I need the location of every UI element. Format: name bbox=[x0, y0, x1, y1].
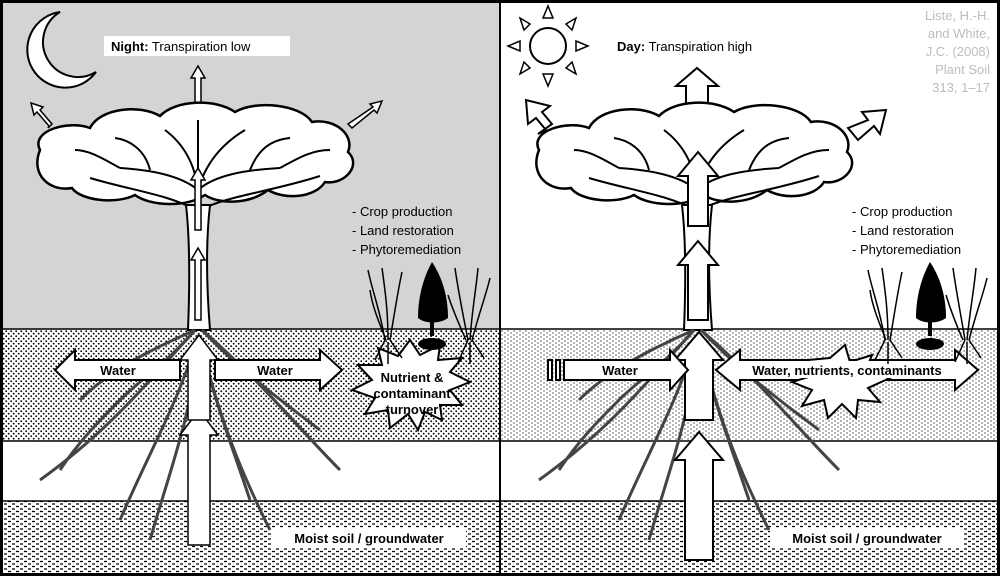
night-tree bbox=[36, 101, 355, 331]
citation-line-4: Plant Soil bbox=[935, 62, 990, 77]
day-topsoil bbox=[501, 329, 998, 441]
night-water-left-arrow bbox=[53, 347, 181, 393]
day-panel: Day: Transpiration high bbox=[501, 2, 998, 574]
night-turnover-burst bbox=[349, 338, 473, 433]
night-use-3: - Phytoremediation bbox=[352, 242, 461, 257]
day-trunk-arrows bbox=[675, 150, 721, 321]
citation-line-2: and White, bbox=[928, 26, 990, 41]
day-up-arrow bbox=[673, 66, 721, 105]
day-water-arrow bbox=[563, 347, 690, 393]
night-right-arrow bbox=[346, 99, 384, 130]
night-burst-line-3: turnover bbox=[386, 402, 439, 417]
day-water-label: Water bbox=[602, 363, 638, 378]
night-groundwater-label: Moist soil / groundwater bbox=[294, 531, 444, 546]
night-burst-line-2: contaminant bbox=[373, 386, 451, 401]
night-central-column bbox=[178, 333, 220, 546]
day-central-column bbox=[672, 330, 726, 561]
day-use-2: - Land restoration bbox=[852, 223, 954, 238]
day-groundwater-box bbox=[770, 528, 964, 548]
night-panel: Night: Transpiration low bbox=[2, 2, 499, 574]
citation-line-1: Liste, H.-H. bbox=[925, 8, 990, 23]
night-title: Night: Transpiration low bbox=[111, 39, 251, 54]
day-grass-left bbox=[867, 267, 903, 364]
moon-icon bbox=[26, 11, 97, 89]
night-left-arrow bbox=[29, 101, 54, 129]
day-water-long-label: Water, nutrients, contaminants bbox=[752, 363, 942, 378]
citation-line-5: 313, 1–17 bbox=[932, 80, 990, 95]
night-trunk-arrows bbox=[189, 166, 207, 321]
night-title-box bbox=[104, 36, 290, 56]
night-grass-left bbox=[367, 267, 403, 364]
night-burst-line-1: Nutrient & bbox=[381, 370, 444, 385]
day-groundwater-label: Moist soil / groundwater bbox=[792, 531, 942, 546]
sun-icon bbox=[506, 4, 590, 88]
night-water-right-arrow bbox=[214, 347, 344, 393]
night-water-arrows bbox=[53, 347, 344, 393]
night-groundwater-box bbox=[272, 528, 466, 548]
day-title: Day: Transpiration high bbox=[617, 39, 752, 54]
day-tree bbox=[535, 101, 854, 331]
day-use-1: - Crop production bbox=[852, 204, 952, 219]
night-use-1: - Crop production bbox=[352, 204, 452, 219]
day-transpiration-arrows bbox=[524, 66, 888, 142]
citation-line-3: J.C. (2008) bbox=[926, 44, 990, 59]
day-right-arrow bbox=[846, 108, 888, 142]
day-use-3: - Phytoremediation bbox=[852, 242, 961, 257]
day-title-rest: Transpiration high bbox=[645, 39, 752, 54]
day-water-long-box bbox=[747, 361, 947, 378]
day-grass-right bbox=[945, 267, 988, 364]
night-use-2: - Land restoration bbox=[352, 223, 454, 238]
night-transpiration-arrows bbox=[29, 64, 384, 130]
night-water-right-label: Water bbox=[257, 363, 293, 378]
day-title-bold: Day: bbox=[617, 39, 645, 54]
night-title-bold: Night: bbox=[111, 39, 149, 54]
night-grass-right bbox=[447, 267, 491, 364]
day-conifer-icon bbox=[916, 262, 946, 350]
day-left-arrow bbox=[524, 98, 554, 135]
night-title-rest: Transpiration low bbox=[149, 39, 251, 54]
night-conifer-icon bbox=[418, 262, 448, 350]
night-water-left-label: Water bbox=[100, 363, 136, 378]
citation: Liste, H.-H. and White, J.C. (2008) Plan… bbox=[925, 8, 990, 95]
day-water-inflow-bars bbox=[547, 359, 561, 381]
